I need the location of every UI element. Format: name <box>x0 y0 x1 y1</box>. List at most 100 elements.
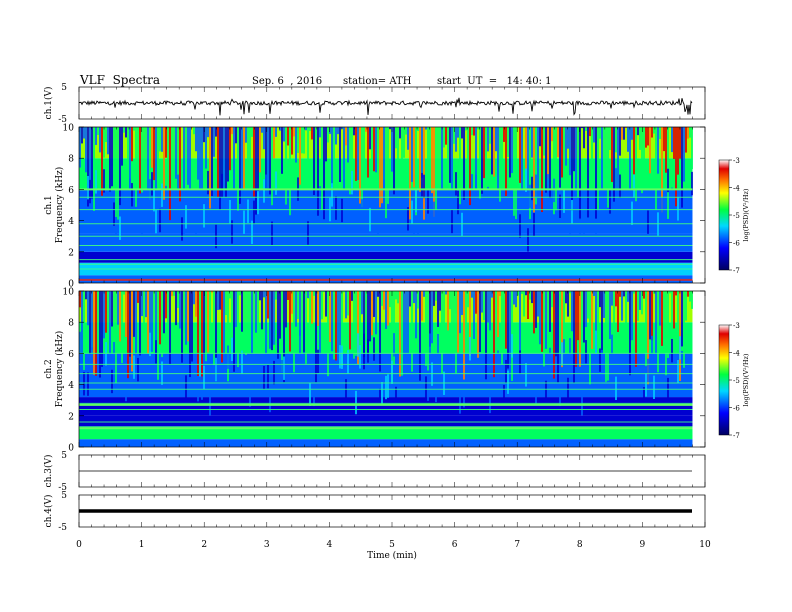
heatmap-cell <box>355 291 357 356</box>
heatmap-cell <box>425 376 427 400</box>
heatmap-cell <box>447 291 449 331</box>
heatmap-cell <box>121 127 123 166</box>
heatmap-cell <box>267 127 269 218</box>
heatmap-cell <box>275 291 277 300</box>
heatmap-cell <box>203 291 205 355</box>
heatmap-cell <box>383 127 385 209</box>
heatmap-cell <box>377 127 379 168</box>
heatmap-cell <box>119 127 121 206</box>
heatmap-cell <box>511 334 513 358</box>
heatmap-cell <box>599 348 601 372</box>
heatmap-cell <box>687 354 689 378</box>
heatmap-cell <box>403 291 405 358</box>
y-axis-label: ch.1(V) <box>43 87 54 120</box>
heatmap-cell <box>487 186 489 211</box>
heatmap-cell <box>109 191 111 215</box>
heatmap-cell <box>439 373 441 397</box>
heatmap-cell <box>329 291 331 342</box>
x-tick-label: 4 <box>327 540 333 550</box>
heatmap-cell <box>349 127 351 195</box>
heatmap-cell <box>219 127 221 210</box>
heatmap-cell <box>615 168 617 192</box>
heatmap-cell <box>115 127 117 217</box>
heatmap-cell <box>83 372 85 396</box>
heatmap-cell <box>563 291 565 344</box>
heatmap-cell <box>279 291 281 339</box>
y-tick-label: -5 <box>58 523 67 533</box>
heatmap-cell <box>155 340 157 364</box>
heatmap-cell <box>109 291 111 375</box>
heatmap-cell <box>345 379 347 403</box>
heatmap-cell <box>433 291 435 306</box>
heatmap-cell <box>599 127 601 139</box>
heatmap-cell <box>565 127 567 166</box>
heatmap-cell <box>285 291 287 328</box>
heatmap-cell <box>523 208 525 232</box>
heatmap-cell <box>199 127 201 217</box>
heatmap-cell <box>239 291 241 296</box>
heatmap-cell <box>393 127 395 195</box>
heatmap-cell <box>385 291 387 329</box>
heatmap-cell <box>423 291 425 297</box>
heatmap-cell <box>249 383 251 407</box>
heatmap-cell <box>157 291 159 380</box>
y-tick-label: 5 <box>61 451 67 461</box>
heatmap-cell <box>269 291 271 349</box>
heatmap-cell <box>431 291 433 344</box>
heatmap-cell <box>493 291 495 378</box>
heatmap-cell <box>263 291 265 298</box>
heatmap-cell <box>533 291 535 334</box>
heatmap-cell <box>471 174 473 198</box>
heatmap-cell <box>237 127 239 211</box>
heatmap-cell <box>497 127 499 191</box>
heatmap-cell <box>669 291 671 294</box>
heatmap-cell <box>283 291 285 383</box>
heatmap-cell <box>473 291 475 339</box>
heatmap-cell <box>273 291 275 345</box>
heatmap-cell <box>371 291 373 336</box>
heatmap-cell <box>381 291 383 306</box>
heatmap-cell <box>341 345 343 369</box>
heatmap-cell <box>125 291 127 337</box>
heatmap-cell <box>455 291 457 373</box>
heatmap-cell <box>583 210 585 235</box>
start-time-label: start UT = 14: 40: 1 <box>437 76 552 87</box>
heatmap-cell <box>83 291 85 370</box>
heatmap-cell <box>441 291 443 374</box>
heatmap-cell <box>265 291 267 381</box>
heatmap-cell <box>175 127 177 179</box>
heatmap-cell <box>409 127 411 220</box>
heatmap-cell <box>495 127 497 152</box>
heatmap-cell <box>643 291 645 299</box>
heatmap-cell <box>485 127 487 168</box>
heatmap-cell <box>615 291 617 307</box>
heatmap-cell <box>149 291 151 351</box>
heatmap-cell <box>423 127 425 220</box>
heatmap-cell <box>563 127 565 201</box>
heatmap-cell <box>339 127 341 182</box>
heatmap-cell <box>569 338 571 362</box>
heatmap-cell <box>575 127 577 201</box>
heatmap-cell <box>89 127 91 205</box>
heatmap-cell <box>289 291 291 352</box>
heatmap-cell <box>247 291 249 337</box>
heatmap-cell <box>431 127 433 194</box>
heatmap-cell <box>291 291 293 314</box>
heatmap-cell <box>251 220 253 245</box>
heatmap-cell <box>451 291 453 353</box>
heatmap-cell <box>565 291 567 304</box>
heatmap-cell <box>553 291 555 379</box>
heatmap-cell <box>539 291 541 345</box>
heatmap-cell <box>337 291 339 367</box>
heatmap-cell <box>437 291 439 327</box>
heatmap-cell <box>525 168 527 192</box>
heatmap-cell <box>263 179 265 203</box>
heatmap-cell <box>445 291 447 295</box>
heatmap-cell <box>677 359 679 384</box>
heatmap-cell <box>183 219 185 244</box>
ch1-waveform-panel: 5 -5 ch.1(V) <box>43 83 706 125</box>
ch2-spectrogram-panel: -3 -4 -5 -6 -7 log(PSD)(V²/Hz) 0 2 4 6 8 10 ch.2Freq… <box>44 288 750 454</box>
heatmap-cell <box>639 127 641 150</box>
heatmap-cell <box>679 336 681 360</box>
heatmap-cell <box>387 374 389 398</box>
